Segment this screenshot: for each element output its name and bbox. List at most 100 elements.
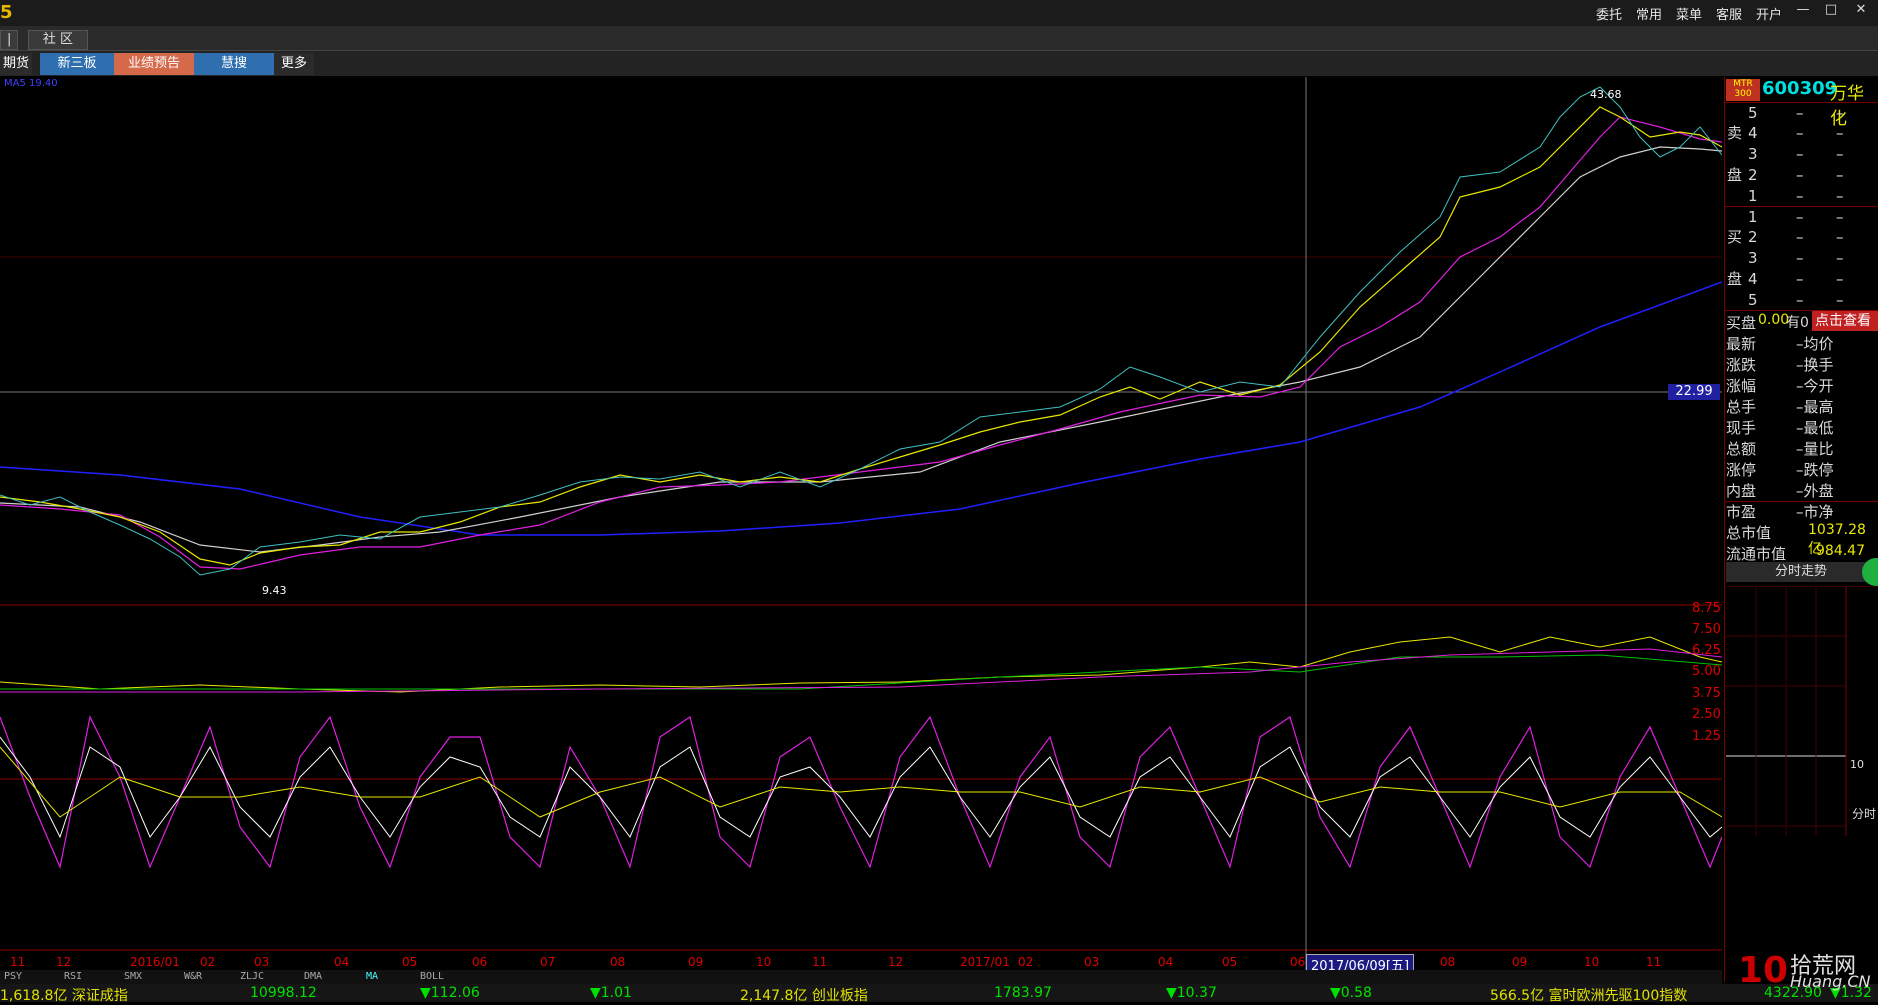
stat-label: 现手 bbox=[1726, 419, 1757, 437]
dash: – bbox=[1796, 145, 1804, 163]
x-label: 10 bbox=[1584, 955, 1600, 969]
mini-chart bbox=[1726, 586, 1878, 836]
tab-dma[interactable]: DMA bbox=[304, 971, 323, 982]
dash: – bbox=[1796, 208, 1804, 226]
intraday-button[interactable]: 分时走势 bbox=[1726, 562, 1876, 582]
tab-earnings-forecast[interactable]: 业绩预告 bbox=[114, 53, 194, 75]
watermark-site: 拾荒网 bbox=[1790, 954, 1857, 979]
stat-label: 涨跌 bbox=[1726, 356, 1757, 374]
dash: – bbox=[1836, 208, 1844, 226]
status-cyb-value: 1783.97 bbox=[994, 985, 1052, 1001]
dash: – bbox=[1836, 270, 1844, 288]
dash: – bbox=[1836, 291, 1844, 309]
x-label: 11 bbox=[812, 955, 828, 969]
minimize-icon[interactable]: — bbox=[1796, 2, 1810, 17]
maximize-icon[interactable]: □ bbox=[1824, 2, 1838, 17]
high-price-label: 43.68 bbox=[1590, 88, 1622, 101]
kline-chart[interactable] bbox=[0, 77, 1722, 970]
view-button[interactable]: 点击查看 bbox=[1812, 311, 1878, 331]
buy-info-label: 买盘 bbox=[1726, 314, 1757, 332]
vol-axis-5: 3.75 bbox=[1692, 686, 1721, 701]
dash: – bbox=[1836, 187, 1844, 205]
buy-label-1: 买 bbox=[1727, 228, 1743, 246]
stat-label: –量比 bbox=[1796, 440, 1834, 458]
low-price-label: 9.43 bbox=[262, 584, 287, 597]
dash: – bbox=[1796, 166, 1804, 184]
stat-label: 涨幅 bbox=[1726, 377, 1757, 395]
dash: – bbox=[1836, 145, 1844, 163]
x-label: 06 bbox=[1290, 955, 1306, 969]
tab-boll[interactable]: BOLL bbox=[420, 971, 445, 982]
menu-menu[interactable]: 菜单 bbox=[1676, 8, 1703, 23]
x-label: 03 bbox=[1084, 955, 1100, 969]
sell-level: 3 bbox=[1748, 145, 1758, 163]
dash: – bbox=[1796, 291, 1804, 309]
x-label: 05 bbox=[1222, 955, 1238, 969]
stat-label: 总额 bbox=[1726, 440, 1757, 458]
stat-label: –最低 bbox=[1796, 419, 1834, 437]
sell-level: 1 bbox=[1748, 187, 1758, 205]
oscillator bbox=[0, 715, 1722, 870]
stat-label: –跌停 bbox=[1796, 461, 1834, 479]
tab-smx[interactable]: SMX bbox=[124, 971, 143, 982]
status-ftse-change: ▼1.32 bbox=[1830, 985, 1872, 1001]
mini-chart-label: 分时 bbox=[1852, 807, 1877, 821]
x-label: 04 bbox=[334, 955, 350, 969]
stat-label: 最新 bbox=[1726, 335, 1757, 353]
ma-value: 19.40 bbox=[29, 78, 58, 89]
vol-axis-2: 7.50 bbox=[1692, 622, 1721, 637]
status-sz-pct: ▼1.01 bbox=[590, 985, 632, 1001]
vol-axis-4: 5.00 bbox=[1692, 664, 1721, 679]
stat-label: –市净 bbox=[1796, 503, 1834, 521]
tab-smart-search[interactable]: 慧搜 bbox=[194, 53, 274, 75]
close-icon[interactable]: ✕ bbox=[1855, 2, 1867, 17]
status-cyb-change: ▼10.37 bbox=[1166, 985, 1217, 1001]
stat-label: 市盈 bbox=[1726, 503, 1757, 521]
stock-name: 万华化 bbox=[1830, 84, 1864, 129]
dash: – bbox=[1796, 228, 1804, 246]
x-label: 03 bbox=[254, 955, 270, 969]
app-logo: 5 bbox=[0, 2, 13, 23]
x-label: 08 bbox=[610, 955, 626, 969]
x-label: 11 bbox=[1646, 955, 1662, 969]
watermark-url: Huang.CN bbox=[1790, 972, 1871, 991]
tab-psy[interactable]: PSY bbox=[4, 971, 23, 982]
menu-service[interactable]: 客服 bbox=[1716, 8, 1743, 23]
status-cyb-pct: ▼0.58 bbox=[1330, 985, 1372, 1001]
x-label: 09 bbox=[688, 955, 704, 969]
status-cyb-vol: 2,147.8亿 创业板指 bbox=[740, 988, 868, 1004]
tab-zljc[interactable]: ZLJC bbox=[240, 971, 265, 982]
tab-futures[interactable]: 期货 bbox=[0, 53, 32, 75]
x-label: 07 bbox=[540, 955, 556, 969]
status-sz-vol: 1,618.8亿 深证成指 bbox=[0, 988, 128, 1004]
tab-neeq[interactable]: 新三板 bbox=[40, 53, 114, 75]
dash: – bbox=[1796, 249, 1804, 267]
menu-open-account[interactable]: 开户 bbox=[1756, 8, 1783, 23]
dash: – bbox=[1796, 124, 1804, 142]
mini-axis-label: 10 bbox=[1850, 758, 1864, 771]
stat-label: 涨停 bbox=[1726, 461, 1757, 479]
tab-partial[interactable]: | bbox=[0, 30, 19, 50]
menu-entrust[interactable]: 委托 bbox=[1596, 8, 1623, 23]
x-label: 10 bbox=[756, 955, 772, 969]
stock-code: 600309 bbox=[1762, 78, 1838, 99]
menu-common[interactable]: 常用 bbox=[1636, 8, 1663, 23]
stat-label: –换手 bbox=[1796, 356, 1834, 374]
tab-community[interactable]: 社 区 bbox=[28, 30, 88, 50]
market-cap-label: 总市值 bbox=[1726, 524, 1772, 542]
x-label: 05 bbox=[402, 955, 418, 969]
crosshair-price: 22.99 bbox=[1668, 384, 1720, 400]
tab-ma[interactable]: MA bbox=[366, 971, 379, 982]
refresh-icon[interactable] bbox=[1862, 558, 1878, 586]
divider bbox=[1725, 310, 1878, 311]
sell-label-1: 卖 bbox=[1727, 124, 1743, 142]
x-label: 02 bbox=[1018, 955, 1034, 969]
tab-wr[interactable]: W&R bbox=[184, 971, 203, 982]
dash: – bbox=[1836, 228, 1844, 246]
buy-level: 1 bbox=[1748, 208, 1758, 226]
title-bar bbox=[0, 0, 1878, 26]
tab-more[interactable]: 更多 bbox=[274, 53, 314, 75]
x-label: 2017/01 bbox=[960, 955, 1010, 969]
tab-rsi[interactable]: RSI bbox=[64, 971, 83, 982]
stat-label: 内盘 bbox=[1726, 482, 1757, 500]
